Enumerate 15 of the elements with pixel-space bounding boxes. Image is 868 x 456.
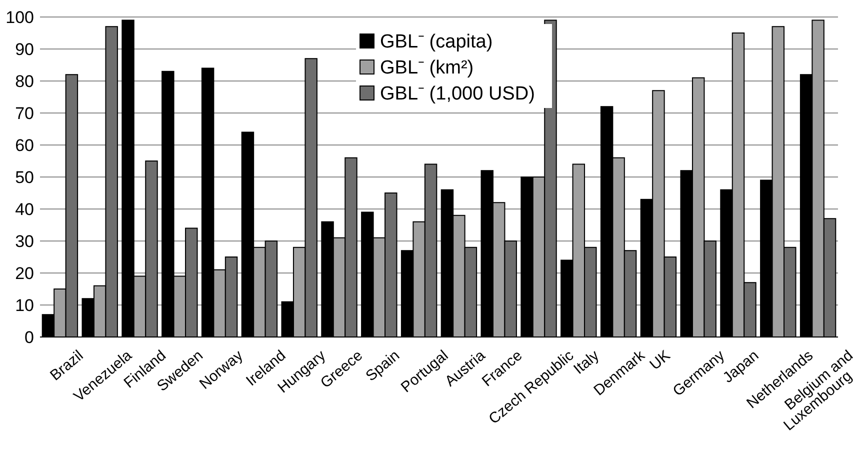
y-tick-label: 100 bbox=[6, 8, 34, 27]
y-tick-label: 10 bbox=[15, 296, 34, 315]
legend-label: GBL⁻ (km²) bbox=[380, 58, 474, 79]
y-tick-label: 50 bbox=[15, 168, 34, 187]
y-tick-label: 40 bbox=[15, 200, 34, 219]
y-tick-label: 0 bbox=[24, 328, 34, 347]
y-tick-label: 30 bbox=[15, 232, 34, 251]
legend-label: GBL⁻ (capita) bbox=[380, 32, 493, 53]
y-tick-label: 90 bbox=[15, 40, 34, 59]
y-tick-label: 60 bbox=[15, 136, 34, 155]
y-tick-label: 70 bbox=[15, 104, 34, 123]
y-tick-label: 80 bbox=[15, 72, 34, 91]
y-tick-label: 20 bbox=[15, 264, 34, 283]
legend-label: GBL⁻ (1,000 USD) bbox=[380, 84, 535, 105]
x-tick-label: UK bbox=[646, 347, 674, 374]
